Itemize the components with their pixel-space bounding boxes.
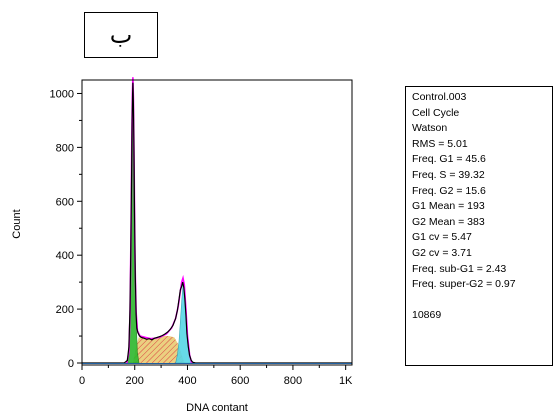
s-phase-area [132, 336, 185, 363]
panel-label: ب [109, 21, 133, 49]
x-tick-label: 800 [284, 375, 302, 387]
x-axis-label: DNA contant [186, 402, 248, 414]
stat-line-g2-cv: G2 cv = 3.71 [412, 246, 472, 259]
plot-area [82, 77, 352, 364]
y-tick-label: 0 [68, 358, 74, 370]
histogram-line [82, 82, 352, 364]
stat-line-g2-mean: G2 Mean = 383 [412, 215, 485, 228]
stats-panel: Control.003 Cell Cycle Watson RMS = 5.01… [405, 86, 553, 366]
x-tick-label: 400 [178, 375, 196, 387]
y-tick-label: 800 [56, 142, 74, 154]
stat-line-g1-mean: G1 Mean = 193 [412, 200, 485, 213]
y-axis-label: Count [11, 209, 23, 238]
stat-line-sub-g1: Freq. sub-G1 = 2.43 [412, 262, 507, 275]
stat-line-model: Watson [412, 122, 448, 135]
stat-line-freq-s: Freq. S = 39.32 [412, 168, 485, 181]
y-tick-label: 400 [56, 250, 74, 262]
stat-line-analysis: Cell Cycle [412, 106, 460, 119]
stat-line-freq-g2: Freq. G2 = 15.6 [412, 184, 486, 197]
x-tick-label: 600 [231, 375, 249, 387]
event-count: 10869 [412, 308, 442, 321]
panel-label-box: ب [84, 12, 158, 58]
y-axis: 0 200 400 600 800 1000 [50, 88, 82, 370]
x-tick-label: 200 [126, 375, 144, 387]
stat-line-freq-g1: Freq. G1 = 45.6 [412, 153, 486, 166]
y-tick-label: 200 [56, 304, 74, 316]
y-tick-label: 600 [56, 196, 74, 208]
x-tick-label: 1K [339, 375, 353, 387]
stat-line-rms: RMS = 5.01 [412, 137, 468, 150]
stat-line-g1-cv: G1 cv = 5.47 [412, 231, 472, 244]
stat-line-super-g2: Freq. super-G2 = 0.97 [412, 278, 516, 291]
x-axis: 0 200 400 600 800 1K [79, 365, 353, 387]
plot-frame [81, 79, 353, 366]
y-tick-label: 1000 [50, 88, 74, 100]
stat-line-sample: Control.003 [412, 91, 467, 103]
x-tick-label: 0 [79, 375, 85, 387]
